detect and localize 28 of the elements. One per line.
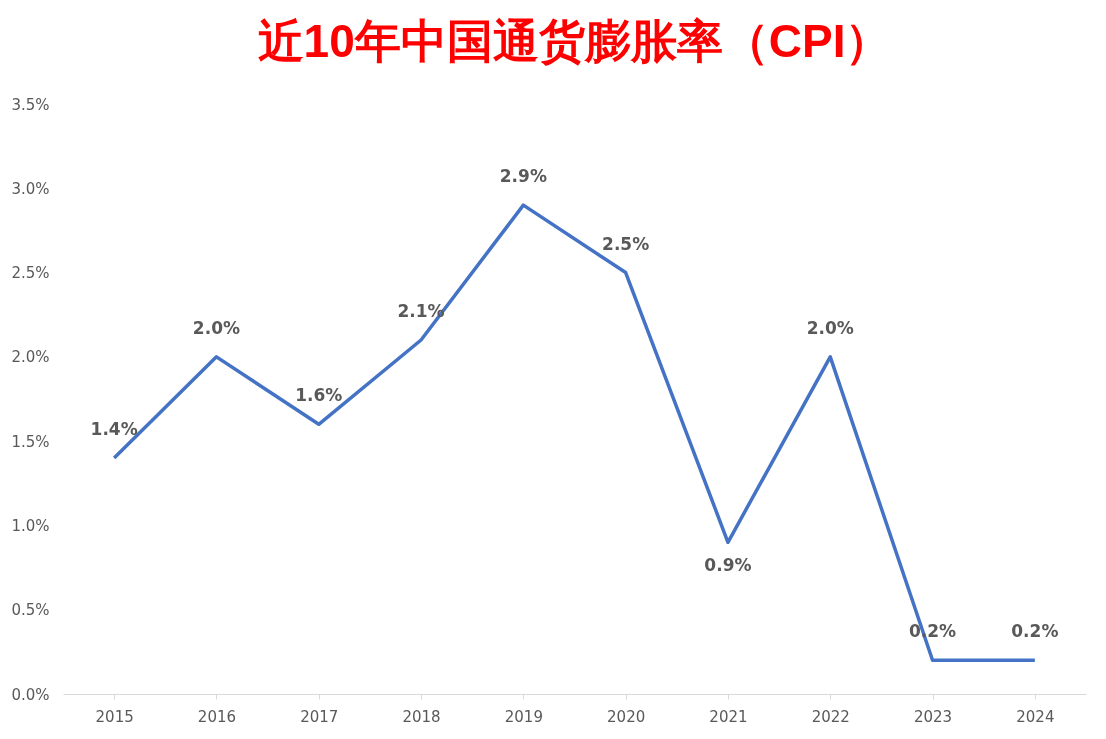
x-tick-label: 2018 xyxy=(402,707,441,726)
y-tick-label: 3.5% xyxy=(11,95,50,114)
text: 2.9% xyxy=(499,166,547,187)
text: 2.0% xyxy=(192,317,241,338)
y-tick-label: 2.0% xyxy=(11,348,50,367)
text: 2.1% xyxy=(397,301,445,321)
chart-title: 近10年中国通货膨胀率（CPI） xyxy=(257,15,892,67)
x-tick-label: 2021 xyxy=(709,707,748,726)
text: 1.4% xyxy=(90,419,138,439)
x-tick-label: 2023 xyxy=(913,707,953,726)
text: 0.2% xyxy=(1011,621,1059,642)
y-tick-label: 1.5% xyxy=(11,432,50,451)
x-tick-label: 2024 xyxy=(1016,707,1055,726)
text: 2.5% xyxy=(602,233,650,254)
x-tick-label: 2022 xyxy=(811,707,850,726)
text: 0.9% xyxy=(704,555,752,576)
x-tick-label: 2015 xyxy=(95,707,134,726)
y-tick-label: 0.0% xyxy=(11,685,50,704)
y-tick-label: 0.5% xyxy=(11,601,50,620)
x-tick-label: 2016 xyxy=(197,707,237,726)
x-tick-label: 2019 xyxy=(504,707,543,726)
x-tick-label: 2020 xyxy=(607,707,646,726)
text: 2.0% xyxy=(806,317,854,338)
y-tick-label: 1.0% xyxy=(11,516,50,535)
y-tick-label: 3.0% xyxy=(11,179,50,198)
x-tick-label: 2017 xyxy=(300,707,339,726)
y-tick-label: 2.5% xyxy=(11,264,50,283)
text: 1.6% xyxy=(295,385,343,406)
